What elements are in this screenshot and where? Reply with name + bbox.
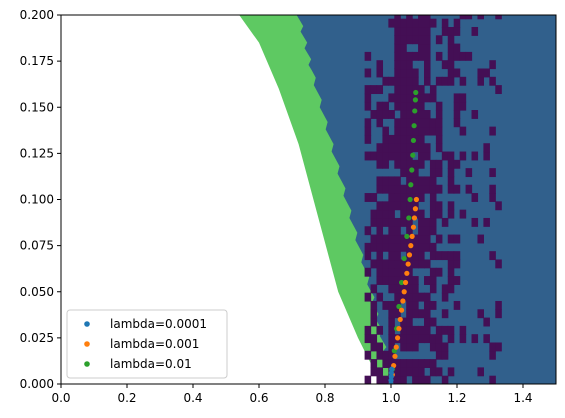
data-point xyxy=(400,298,406,304)
data-point xyxy=(410,137,417,144)
y-tick-label: 0.025 xyxy=(20,331,54,345)
data-point xyxy=(402,279,409,286)
y-tick-label: 0.075 xyxy=(20,239,54,253)
legend-label: lambda=0.001 xyxy=(110,337,199,351)
data-point xyxy=(412,108,418,114)
x-axis: 0.0 0.2 0.4 0.6 0.8 1.0 1.2 1.4 xyxy=(51,384,533,405)
data-point xyxy=(407,196,413,203)
region-blue xyxy=(296,15,556,384)
x-tick-label: 0.0 xyxy=(51,391,70,405)
series-lambda-0-0001 xyxy=(388,366,395,384)
y-tick-label: 0.050 xyxy=(20,285,54,299)
y-tick-label: 0.100 xyxy=(20,193,54,207)
data-point xyxy=(408,182,414,188)
region-purple xyxy=(364,15,502,384)
data-point xyxy=(410,224,417,230)
data-point xyxy=(396,303,402,310)
legend-label: lambda=0.0001 xyxy=(110,317,207,331)
data-point xyxy=(410,152,416,158)
data-point xyxy=(404,270,410,276)
legend: lambda=0.0001 lambda=0.001 lambda=0.01 xyxy=(66,309,228,379)
data-point xyxy=(413,196,420,203)
data-point xyxy=(411,123,417,129)
x-tick-label: 1.0 xyxy=(381,391,400,405)
data-point xyxy=(412,97,419,103)
y-tick-label: 0.200 xyxy=(20,8,54,22)
y-tick-label: 0.000 xyxy=(20,377,54,391)
legend-box xyxy=(66,309,228,379)
data-point xyxy=(409,233,415,239)
y-tick-label: 0.125 xyxy=(20,146,54,160)
data-point xyxy=(411,215,418,221)
x-tick-label: 0.4 xyxy=(183,391,202,405)
data-point xyxy=(393,344,399,350)
data-point xyxy=(395,335,401,341)
data-point xyxy=(405,261,411,267)
contour-layer xyxy=(61,15,556,384)
series-layer xyxy=(388,89,420,384)
data-point xyxy=(398,279,405,286)
legend-marker xyxy=(84,341,90,347)
y-tick-label: 0.150 xyxy=(20,100,54,114)
data-point xyxy=(406,215,412,221)
data-point xyxy=(389,366,395,372)
x-tick-label: 1.4 xyxy=(513,391,532,405)
data-point xyxy=(406,252,413,258)
x-tick-label: 0.2 xyxy=(117,391,136,405)
data-point xyxy=(404,233,410,239)
x-tick-label: 1.2 xyxy=(447,391,466,405)
data-point xyxy=(409,167,415,173)
data-point xyxy=(413,89,419,96)
data-point xyxy=(401,255,407,262)
data-point xyxy=(401,289,407,295)
data-point xyxy=(398,307,405,313)
data-point xyxy=(388,374,394,380)
data-point xyxy=(397,316,403,323)
y-tick-label: 0.175 xyxy=(20,54,54,68)
data-point xyxy=(412,206,419,212)
data-point xyxy=(392,353,398,359)
x-tick-label: 0.6 xyxy=(249,391,268,405)
data-point xyxy=(396,326,402,332)
x-tick-label: 0.8 xyxy=(315,391,334,405)
y-axis: 0.000 0.025 0.050 0.075 0.100 0.125 0.150 0.175… xyxy=(20,8,61,391)
legend-label: lambda=0.01 xyxy=(110,357,192,371)
legend-marker xyxy=(84,321,90,327)
legend-marker xyxy=(84,361,90,367)
data-point xyxy=(408,243,414,249)
